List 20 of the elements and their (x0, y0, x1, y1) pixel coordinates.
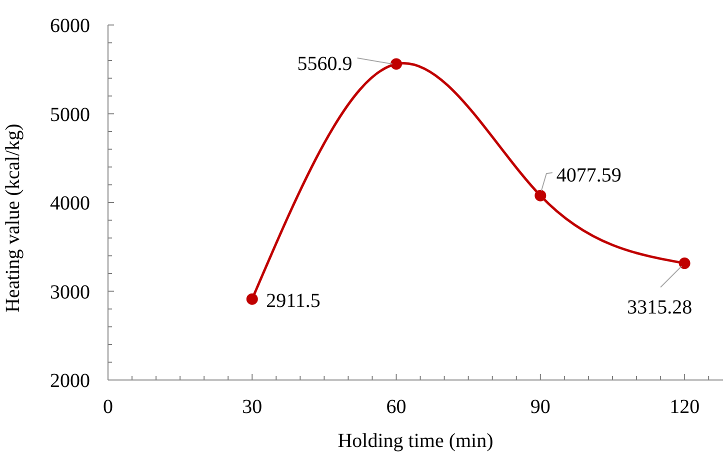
point (246, 293, 258, 305)
data-label: 3315.28 (627, 296, 692, 318)
y-tick-label: 6000 (50, 15, 90, 37)
point (534, 190, 546, 202)
x-tick-label: 60 (386, 396, 406, 418)
y-tick-label: 5000 (50, 104, 90, 126)
x-tick-label: 120 (670, 396, 700, 418)
data-label: 5560.9 (297, 52, 352, 75)
x-tick-label: 30 (242, 396, 262, 418)
y-tick-label: 2000 (50, 370, 90, 392)
x-tick-label: 0 (103, 396, 113, 418)
x-tick-label: 90 (530, 396, 550, 418)
y-axis-title: Heating value (kcal/kg) (2, 124, 24, 312)
data-label: 4077.59 (556, 164, 622, 187)
y-tick-label: 3000 (50, 281, 90, 304)
point (390, 58, 402, 70)
data-label: 2911.5 (266, 290, 320, 312)
x-axis-title: Holding time (min) (338, 430, 494, 452)
point (678, 258, 690, 270)
y-tick-label: 4000 (50, 192, 90, 214)
